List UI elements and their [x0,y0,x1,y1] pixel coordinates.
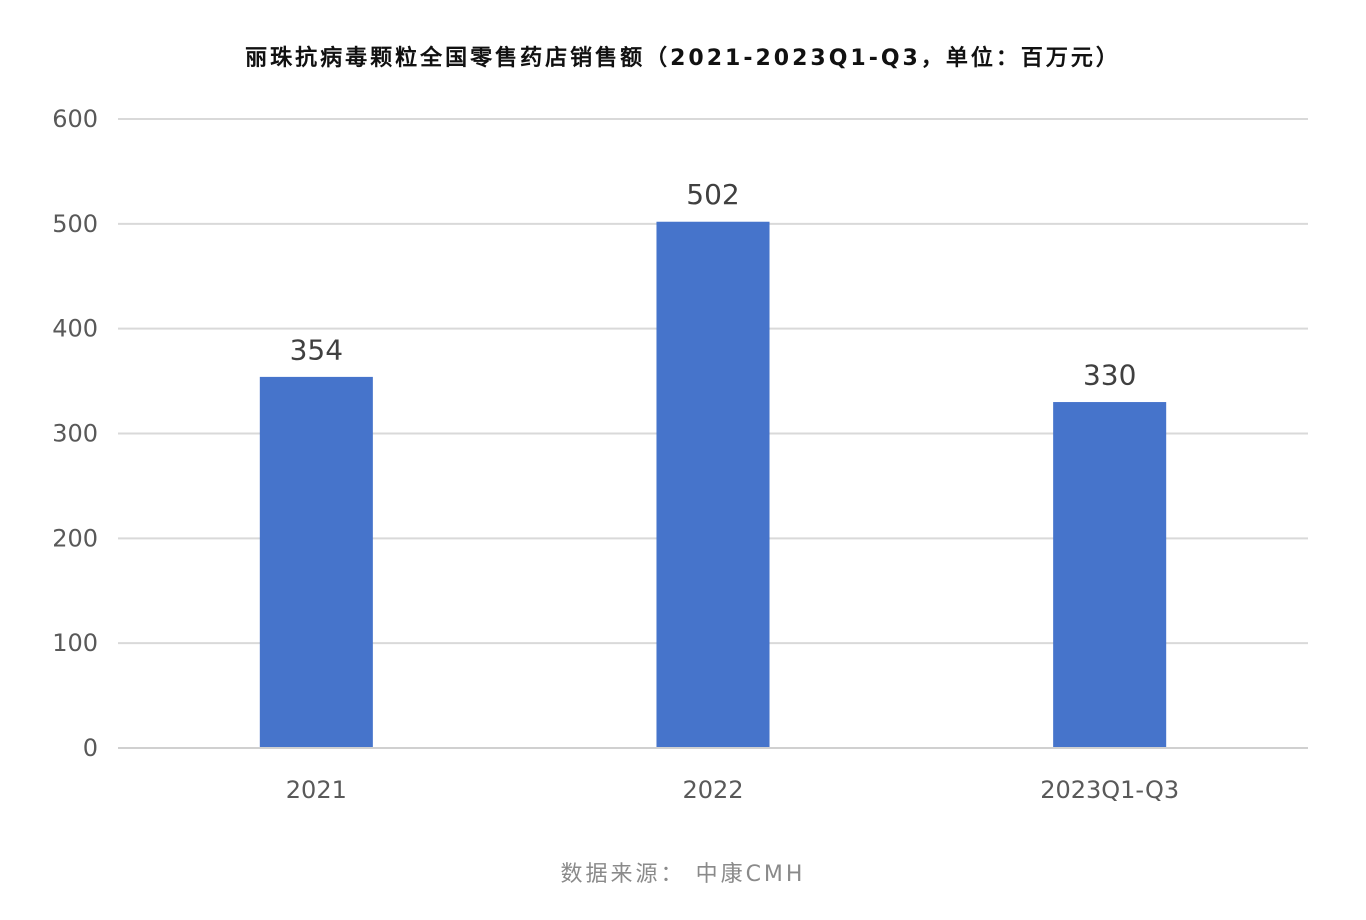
data-label: 354 [290,333,343,366]
chart-title: 丽珠抗病毒颗粒全国零售药店销售额（2021-2023Q1-Q3，单位：百万元） [245,46,1121,71]
bars [259,221,1167,748]
y-tick-label: 400 [52,315,98,343]
y-tick-label: 0 [83,734,98,762]
source-note: 数据来源： 中康CMH [0,856,1366,888]
data-labels: 354 502 330 [290,178,1137,391]
y-tick-label: 600 [52,105,98,133]
bar [656,221,770,748]
y-tick-label: 200 [52,524,98,552]
y-tick-label: 300 [52,420,98,448]
source-value: 中康CMH [695,862,806,887]
bar [1053,402,1167,748]
x-axis-ticks: 2021 2022 2023Q1-Q3 [286,776,1179,804]
x-tick-label: 2023Q1-Q3 [1040,776,1179,804]
source-label: 数据来源： [560,862,686,887]
bar [259,376,373,748]
data-label: 502 [686,178,739,211]
x-tick-label: 2021 [286,776,347,804]
data-label: 330 [1083,359,1136,392]
y-axis-ticks: 0 100 200 300 400 500 600 [52,105,98,762]
y-tick-label: 100 [52,629,98,657]
y-tick-label: 500 [52,210,98,238]
x-tick-label: 2022 [682,776,743,804]
